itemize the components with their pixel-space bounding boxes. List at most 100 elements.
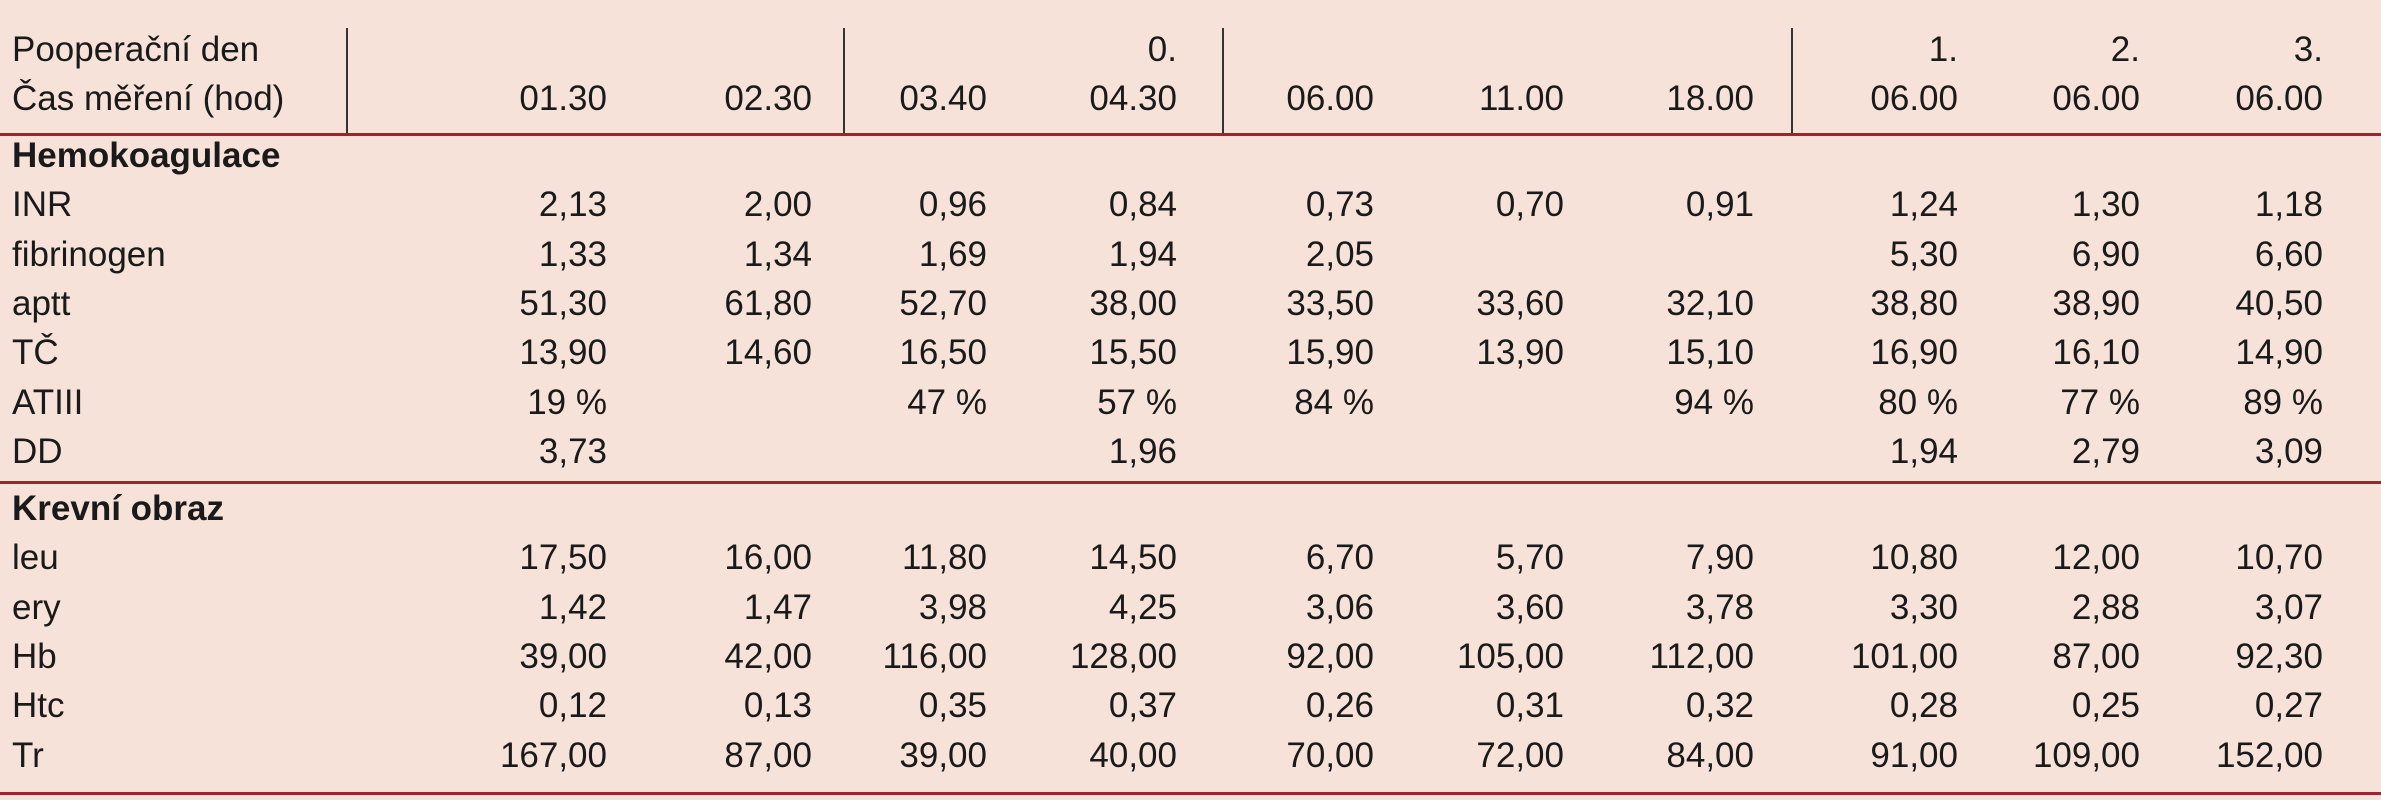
cell-value: 40,00 [1089, 735, 1177, 775]
cell-value: 0,26 [1305, 686, 1374, 726]
cell-value: 0,13 [743, 686, 812, 726]
cell-value: 61,80 [724, 283, 812, 323]
day-header: 1. [1928, 30, 1958, 69]
section-title: Krevní obraz [12, 489, 224, 529]
cell-value: 0,32 [1685, 686, 1754, 726]
cell-value: 84 % [1294, 382, 1374, 422]
cell-value: 87,00 [724, 735, 812, 775]
cell-value: 109,00 [2032, 735, 2140, 775]
cell-value: 51,30 [519, 283, 607, 323]
cell-value: 1,96 [1108, 431, 1177, 471]
cell-value: 92,00 [1286, 637, 1374, 676]
cell-value: 72,00 [1476, 735, 1564, 775]
cell-value: 14,60 [724, 333, 812, 373]
row-label: ATIII [12, 382, 84, 422]
cell-value: 16,90 [1870, 333, 1958, 373]
day-header: 2. [2110, 30, 2140, 69]
time-header: 06.00 [2235, 79, 2323, 118]
cell-value: 152,00 [2215, 735, 2323, 775]
time-header: 04.30 [1089, 79, 1177, 118]
cell-value: 1,94 [1108, 234, 1177, 274]
column-divider [346, 28, 348, 134]
cell-value: 1,18 [2254, 185, 2323, 225]
cell-value: 19 % [527, 382, 607, 422]
cell-value: 2,05 [1305, 234, 1374, 274]
cell-value: 116,00 [882, 637, 987, 676]
cell-value: 92,30 [2235, 637, 2323, 676]
cell-value: 3,60 [1495, 587, 1564, 627]
cell-value: 70,00 [1286, 735, 1374, 775]
cell-value: 13,90 [1476, 333, 1564, 373]
cell-value: 1,30 [2071, 185, 2140, 225]
cell-value: 1,94 [1889, 431, 1958, 471]
time-header: 02.30 [724, 79, 812, 118]
cell-value: 15,50 [1089, 333, 1177, 373]
row-label: Hb [12, 637, 57, 676]
cell-value: 10,70 [2235, 538, 2323, 578]
section-title: Hemokoagulace [12, 136, 281, 175]
cell-value: 128,00 [1069, 637, 1177, 676]
cell-value: 94 % [1674, 382, 1754, 422]
cell-value: 6,90 [2071, 234, 2140, 274]
cell-value: 15,10 [1666, 333, 1754, 373]
cell-value: 17,50 [519, 538, 607, 578]
row-label: INR [12, 185, 73, 225]
column-divider [843, 28, 845, 134]
cell-value: 32,10 [1666, 283, 1754, 323]
cell-value: 16,00 [724, 538, 812, 578]
cell-value: 101,00 [1850, 637, 1958, 676]
cell-value: 40,50 [2235, 283, 2323, 323]
cell-value: 1,33 [538, 234, 607, 274]
cell-value: 80 % [1878, 382, 1958, 422]
cell-value: 1,47 [743, 587, 812, 627]
cell-value: 52,70 [899, 283, 987, 323]
row-label: ery [12, 587, 61, 627]
time-header: 06.00 [2052, 79, 2140, 118]
day-header: 3. [2293, 30, 2323, 69]
cell-value: 15,90 [1286, 333, 1374, 373]
cell-value: 0,28 [1889, 686, 1958, 726]
cell-value: 0,35 [918, 686, 987, 726]
cell-value: 167,00 [499, 735, 607, 775]
cell-value: 10,80 [1870, 538, 1958, 578]
cell-value: 14,50 [1089, 538, 1177, 578]
cell-value: 112,00 [1649, 637, 1754, 676]
cell-value: 3,78 [1685, 587, 1754, 627]
header-rule [0, 133, 2381, 136]
cell-value: 0,25 [2071, 686, 2140, 726]
cell-value: 6,60 [2254, 234, 2323, 274]
cell-value: 2,79 [2071, 431, 2140, 471]
cell-value: 91,00 [1870, 735, 1958, 775]
cell-value: 38,90 [2052, 283, 2140, 323]
cell-value: 0,70 [1495, 185, 1564, 225]
cell-value: 2,88 [2071, 587, 2140, 627]
row-label: fibrinogen [12, 234, 166, 274]
cell-value: 3,30 [1889, 587, 1958, 627]
row-label: TČ [12, 333, 59, 373]
cell-value: 6,70 [1305, 538, 1374, 578]
cell-value: 39,00 [899, 735, 987, 775]
cell-value: 3,07 [2254, 587, 2323, 627]
cell-value: 7,90 [1685, 538, 1754, 578]
time-header: 06.00 [1870, 79, 1958, 118]
cell-value: 84,00 [1666, 735, 1754, 775]
cell-value: 0,27 [2254, 686, 2323, 726]
section-rule [0, 481, 2381, 485]
row-label: Htc [12, 686, 65, 726]
cell-value: 2,00 [743, 185, 812, 225]
bottom-rule [0, 792, 2381, 795]
cell-value: 38,00 [1089, 283, 1177, 323]
cell-value: 4,25 [1108, 587, 1177, 627]
cell-value: 0,31 [1495, 686, 1564, 726]
cell-value: 57 % [1097, 382, 1177, 422]
cell-value: 1,24 [1889, 185, 1958, 225]
cell-value: 77 % [2060, 382, 2140, 422]
cell-value: 33,60 [1476, 283, 1564, 323]
cell-value: 13,90 [519, 333, 607, 373]
cell-value: 5,70 [1495, 538, 1564, 578]
cell-value: 3,98 [918, 587, 987, 627]
cell-value: 0,73 [1305, 185, 1374, 225]
cell-value: 0,37 [1108, 686, 1177, 726]
cell-value: 89 % [2243, 382, 2323, 422]
